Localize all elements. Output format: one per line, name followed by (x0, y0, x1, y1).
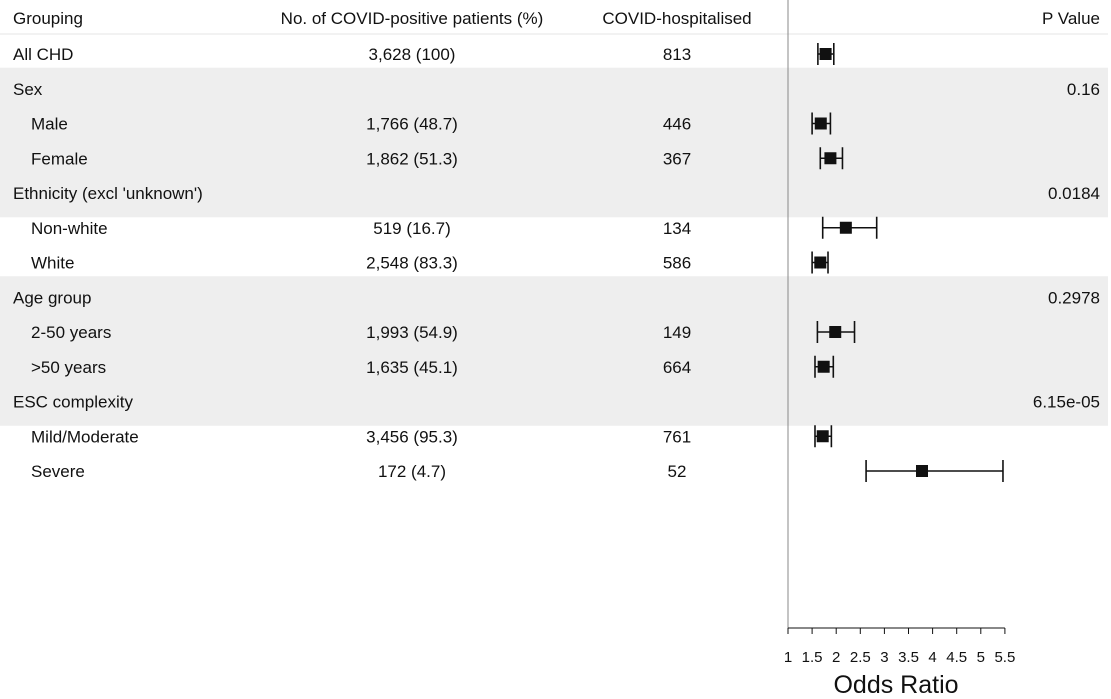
row-hospitalised: 664 (663, 358, 691, 377)
table-rows: All CHD 3,628 (100) 813 Sex 0.16 Male 1,766 (4… (13, 45, 1100, 481)
row-p-value: 6.15e-05 (1033, 393, 1100, 412)
row-hospitalised: 813 (663, 45, 691, 64)
row-label: Severe (31, 462, 85, 481)
row-label: Male (31, 115, 68, 134)
row-label: Age group (13, 288, 91, 307)
row-label: Non-white (31, 219, 108, 238)
row-hospitalised: 149 (663, 323, 691, 342)
row-label: >50 years (31, 358, 106, 377)
x-tick-label: 1.5 (802, 649, 823, 666)
row-hospitalised: 761 (663, 427, 691, 446)
header-hospitalised: COVID-hospitalised (602, 9, 751, 28)
header-patients: No. of COVID-positive patients (%) (281, 9, 544, 28)
row-p-value: 0.0184 (1048, 184, 1100, 203)
shaded-bands (0, 67, 1108, 426)
row-patients: 1,993 (54.9) (366, 323, 458, 342)
row-hospitalised: 367 (663, 149, 691, 168)
row-label: All CHD (13, 45, 73, 64)
row-patients: 1,766 (48.7) (366, 115, 458, 134)
x-axis: 1 1.5 2 2.5 3 3.5 4 4.5 5 5.5 (784, 627, 1015, 666)
row-hospitalised: 52 (668, 462, 687, 481)
row-label: Mild/Moderate (31, 427, 139, 446)
row-patients: 1,862 (51.3) (366, 149, 458, 168)
point-estimate (814, 117, 827, 130)
x-tick-label: 3.5 (898, 649, 919, 666)
row-hospitalised: 134 (663, 219, 691, 238)
ci-mark (821, 216, 878, 239)
point-estimate (915, 465, 928, 477)
point-estimate (839, 221, 852, 234)
ci-mark (865, 460, 1004, 482)
x-tick-label: 4 (928, 649, 936, 666)
row-patients: 2,548 (83.3) (366, 254, 458, 273)
odds-ratio-marks (811, 43, 1004, 482)
row-p-value: 0.2978 (1048, 288, 1100, 307)
row-label: ESC complexity (13, 393, 133, 412)
shaded-band (0, 67, 1108, 218)
x-tick-label: 2 (832, 649, 840, 666)
x-axis-title: Odds Ratio (833, 671, 958, 699)
row-patients: 519 (16.7) (373, 219, 451, 238)
x-tick-label: 5 (977, 649, 985, 666)
x-tick-label: 3 (880, 649, 888, 666)
x-tick-label: 5.5 (994, 649, 1015, 666)
row-label: White (31, 254, 74, 273)
point-estimate (817, 360, 830, 373)
row-hospitalised: 446 (663, 115, 691, 134)
header-grouping: Grouping (13, 9, 83, 28)
row-label: Female (31, 149, 88, 168)
row-patients: 3,628 (100) (369, 45, 456, 64)
row-hospitalised: 586 (663, 254, 691, 273)
ci-mark (811, 112, 832, 135)
row-label: Ethnicity (excl 'unknown') (13, 184, 203, 203)
ci-mark (811, 251, 829, 274)
x-tick-label: 2.5 (850, 649, 871, 666)
header-p-value: P Value (1042, 9, 1100, 28)
column-headers: Grouping No. of COVID-positive patients … (0, 9, 1108, 35)
shaded-band (0, 276, 1108, 426)
ci-mark (816, 321, 856, 343)
row-label: Sex (13, 80, 43, 99)
x-tick-label: 1 (784, 649, 792, 666)
ci-mark (814, 355, 835, 378)
point-estimate (819, 48, 832, 60)
row-label: 2-50 years (31, 323, 111, 342)
row-p-value: 0.16 (1067, 80, 1100, 99)
point-estimate (829, 326, 842, 338)
ci-mark (819, 147, 844, 170)
point-estimate (824, 152, 837, 165)
row-patients: 1,635 (45.1) (366, 358, 458, 377)
x-tick-label: 4.5 (946, 649, 967, 666)
point-estimate (814, 256, 827, 269)
row-patients: 172 (4.7) (378, 462, 446, 481)
row-patients: 3,456 (95.3) (366, 427, 458, 446)
ci-mark (814, 425, 833, 448)
ci-mark (817, 43, 835, 65)
point-estimate (816, 430, 829, 443)
